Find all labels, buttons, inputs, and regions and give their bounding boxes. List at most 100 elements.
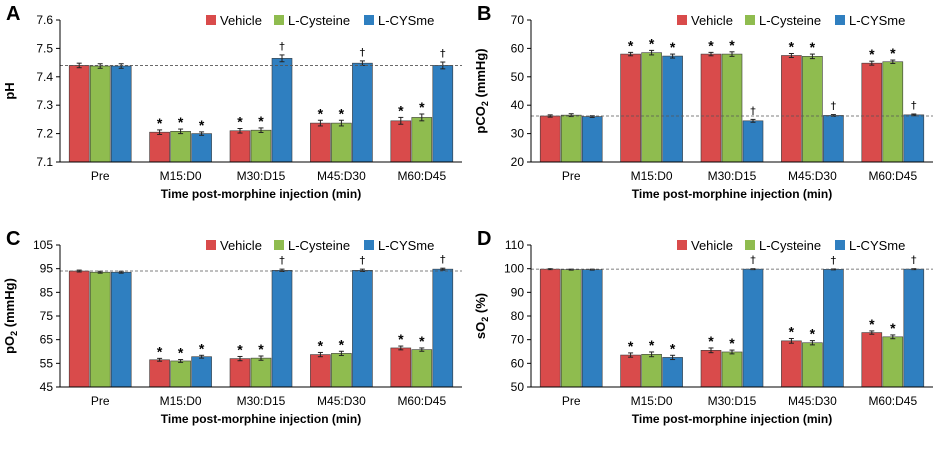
bar [903, 268, 925, 388]
x-axis-title: Time post-morphine injection (min) [632, 187, 832, 201]
y-tick-label: 45 [40, 380, 54, 394]
legend-label: L-Cysteine [759, 13, 821, 28]
bar [700, 53, 722, 163]
bar [411, 117, 433, 163]
legend-swatch [206, 15, 216, 25]
y-tick-label: 80 [511, 309, 525, 323]
legend-swatch [274, 240, 284, 250]
significance-asterisk: * [258, 113, 264, 129]
y-tick-label: 105 [33, 238, 53, 252]
bar [560, 114, 582, 163]
bar [110, 65, 132, 163]
bar [861, 62, 883, 163]
x-axis-title: Time post-morphine injection (min) [161, 412, 361, 426]
legend-swatch [677, 240, 687, 250]
significance-asterisk: * [708, 37, 714, 53]
x-tick-label: M30:D15 [237, 169, 286, 183]
x-tick-label: M45:D30 [788, 394, 837, 408]
y-axis-label-subscript: 2 [480, 101, 490, 106]
significance-asterisk: * [157, 115, 163, 131]
bar [352, 270, 373, 388]
y-tick-label: 30 [511, 127, 525, 141]
chart-a: A 7.1 7.2 7.3 7.4 7.5 7.6 pH Pre * * * M15:D0 * * † M30:… [2, 3, 462, 201]
significance-asterisk: * [869, 46, 875, 62]
significance-asterisk: * [729, 335, 735, 351]
y-tick-label: 50 [511, 380, 525, 394]
significance-asterisk: * [199, 340, 205, 356]
legend-label: L-Cysteine [288, 238, 350, 253]
x-tick-label: Pre [91, 169, 110, 183]
bar [149, 131, 170, 163]
y-axis-label: sO2 (%) [473, 293, 490, 339]
significance-asterisk: * [670, 340, 676, 356]
legend-swatch [364, 15, 374, 25]
bar [250, 129, 272, 163]
y-axis-label-main: pH [2, 82, 17, 99]
bar [89, 271, 111, 388]
significance-asterisk: * [810, 326, 816, 342]
bar [110, 271, 132, 388]
y-tick-label: 7.2 [36, 127, 53, 141]
bar [170, 131, 191, 163]
y-tick-label: 60 [511, 41, 525, 55]
bar [229, 358, 251, 388]
legend-swatch [745, 240, 755, 250]
y-tick-label: 20 [511, 155, 525, 169]
y-axis-label-main: sO [473, 322, 488, 339]
bar [861, 332, 883, 388]
bar [662, 357, 683, 388]
bar [742, 268, 764, 388]
significance-dagger: † [440, 47, 446, 60]
bar [882, 336, 904, 388]
bar [620, 354, 641, 388]
significance-dagger: † [911, 254, 917, 267]
y-axis-label: pO2 (mmHg) [2, 278, 19, 354]
panel-c: C 45 55 65 75 85 95 105 pO2 (mmHg) Pre * * * M15:D0 * *… [0, 225, 470, 450]
x-tick-label: M30:D15 [708, 169, 757, 183]
y-tick-label: 40 [511, 98, 525, 112]
y-tick-label: 75 [40, 309, 54, 323]
y-axis-label: pH [2, 82, 17, 99]
y-tick-label: 7.1 [36, 155, 53, 169]
bar [539, 268, 561, 388]
y-tick-label: 55 [40, 356, 54, 370]
x-tick-label: M45:D30 [788, 169, 837, 183]
bar [390, 347, 412, 388]
bar [903, 114, 925, 163]
panel-b: B 20 30 40 50 60 70 pCO2 (mmHg) Pre * * * M15:D0 * * † M… [471, 0, 941, 225]
bar [641, 52, 662, 163]
panel-a: A 7.1 7.2 7.3 7.4 7.5 7.6 pH Pre * * * M15:D0 * * † M30:… [0, 0, 470, 225]
bar [581, 269, 603, 388]
bar [781, 55, 802, 163]
x-tick-label: Pre [91, 394, 110, 408]
bar [310, 122, 331, 163]
bar [581, 116, 603, 163]
x-tick-label: M45:D30 [317, 394, 366, 408]
significance-dagger: † [360, 46, 366, 59]
significance-asterisk: * [789, 323, 795, 339]
y-axis-label-units: (%) [473, 293, 488, 317]
y-tick-label: 70 [511, 13, 525, 27]
significance-asterisk: * [318, 337, 324, 353]
significance-dagger: † [911, 99, 917, 112]
bar [823, 115, 844, 163]
bar [432, 268, 454, 388]
significance-asterisk: * [628, 37, 634, 53]
bar [149, 359, 170, 388]
legend-label: L-Cysteine [759, 238, 821, 253]
significance-asterisk: * [157, 343, 163, 359]
bar [781, 340, 802, 388]
significance-asterisk: * [398, 331, 404, 347]
bar [310, 354, 331, 388]
bar [390, 120, 412, 163]
significance-asterisk: * [237, 113, 243, 129]
legend-swatch [677, 15, 687, 25]
bar [271, 58, 293, 163]
bar [331, 353, 352, 388]
y-tick-label: 100 [504, 262, 524, 276]
significance-asterisk: * [237, 341, 243, 357]
legend-label: L-CYSme [849, 13, 905, 28]
significance-asterisk: * [708, 333, 714, 349]
legend-swatch [274, 15, 284, 25]
